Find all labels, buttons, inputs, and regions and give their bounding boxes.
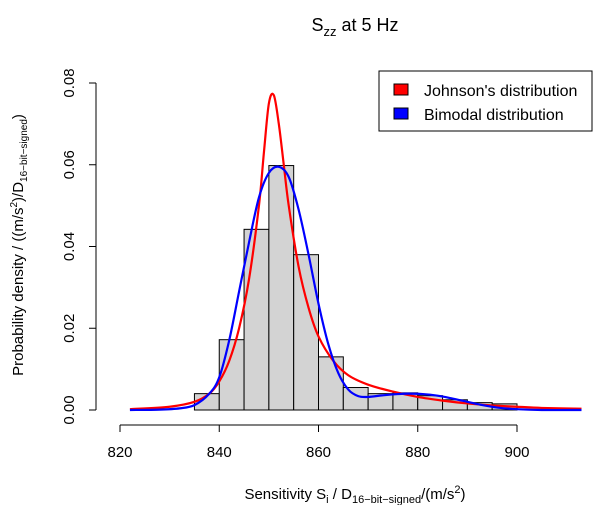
histogram-bar [342, 387, 369, 411]
y-tick-label: 0.08 [61, 68, 78, 97]
legend: Johnson's distribution Bimodal distribut… [378, 70, 593, 132]
legend-label-bimodal: Bimodal distribution [424, 107, 564, 124]
distribution-curves [129, 92, 582, 412]
johnson-curve [129, 92, 582, 411]
x-tick-label: 840 [207, 444, 232, 461]
x-tick-label: 860 [306, 444, 331, 461]
y-axis: 0.00 0.02 0.04 0.06 0.08 [61, 68, 97, 425]
x-axis-label: Sensitivity Si / D16−bit−signed/(m/s2) [244, 484, 465, 505]
y-axis-label: Probability density / ((m/s2)/D16−bit−si… [9, 114, 30, 376]
legend-swatch-johnson [393, 83, 409, 96]
x-tick-label: 900 [504, 444, 529, 461]
histogram-bar [243, 228, 270, 411]
y-tick-label: 0.06 [61, 150, 78, 179]
chart-title-subscript: zz [323, 24, 336, 39]
x-tick-label: 880 [405, 444, 430, 461]
legend-label-johnson: Johnson's distribution [424, 83, 577, 100]
histogram-bar [268, 165, 295, 411]
chart-title: Szz at 5 Hz [311, 15, 398, 39]
y-tick-label: 0.02 [61, 314, 78, 343]
legend-box [378, 70, 593, 132]
histogram-bar [293, 254, 319, 411]
legend-swatch-bimodal [393, 107, 409, 120]
bimodal-curve [129, 165, 582, 412]
histogram-bar [318, 356, 344, 411]
histogram-bars [193, 165, 518, 411]
x-axis: 820 840 860 880 900 [107, 424, 530, 461]
y-tick-label: 0.04 [61, 232, 78, 261]
y-tick-label: 0.00 [61, 395, 78, 424]
x-tick-label: 820 [107, 444, 132, 461]
